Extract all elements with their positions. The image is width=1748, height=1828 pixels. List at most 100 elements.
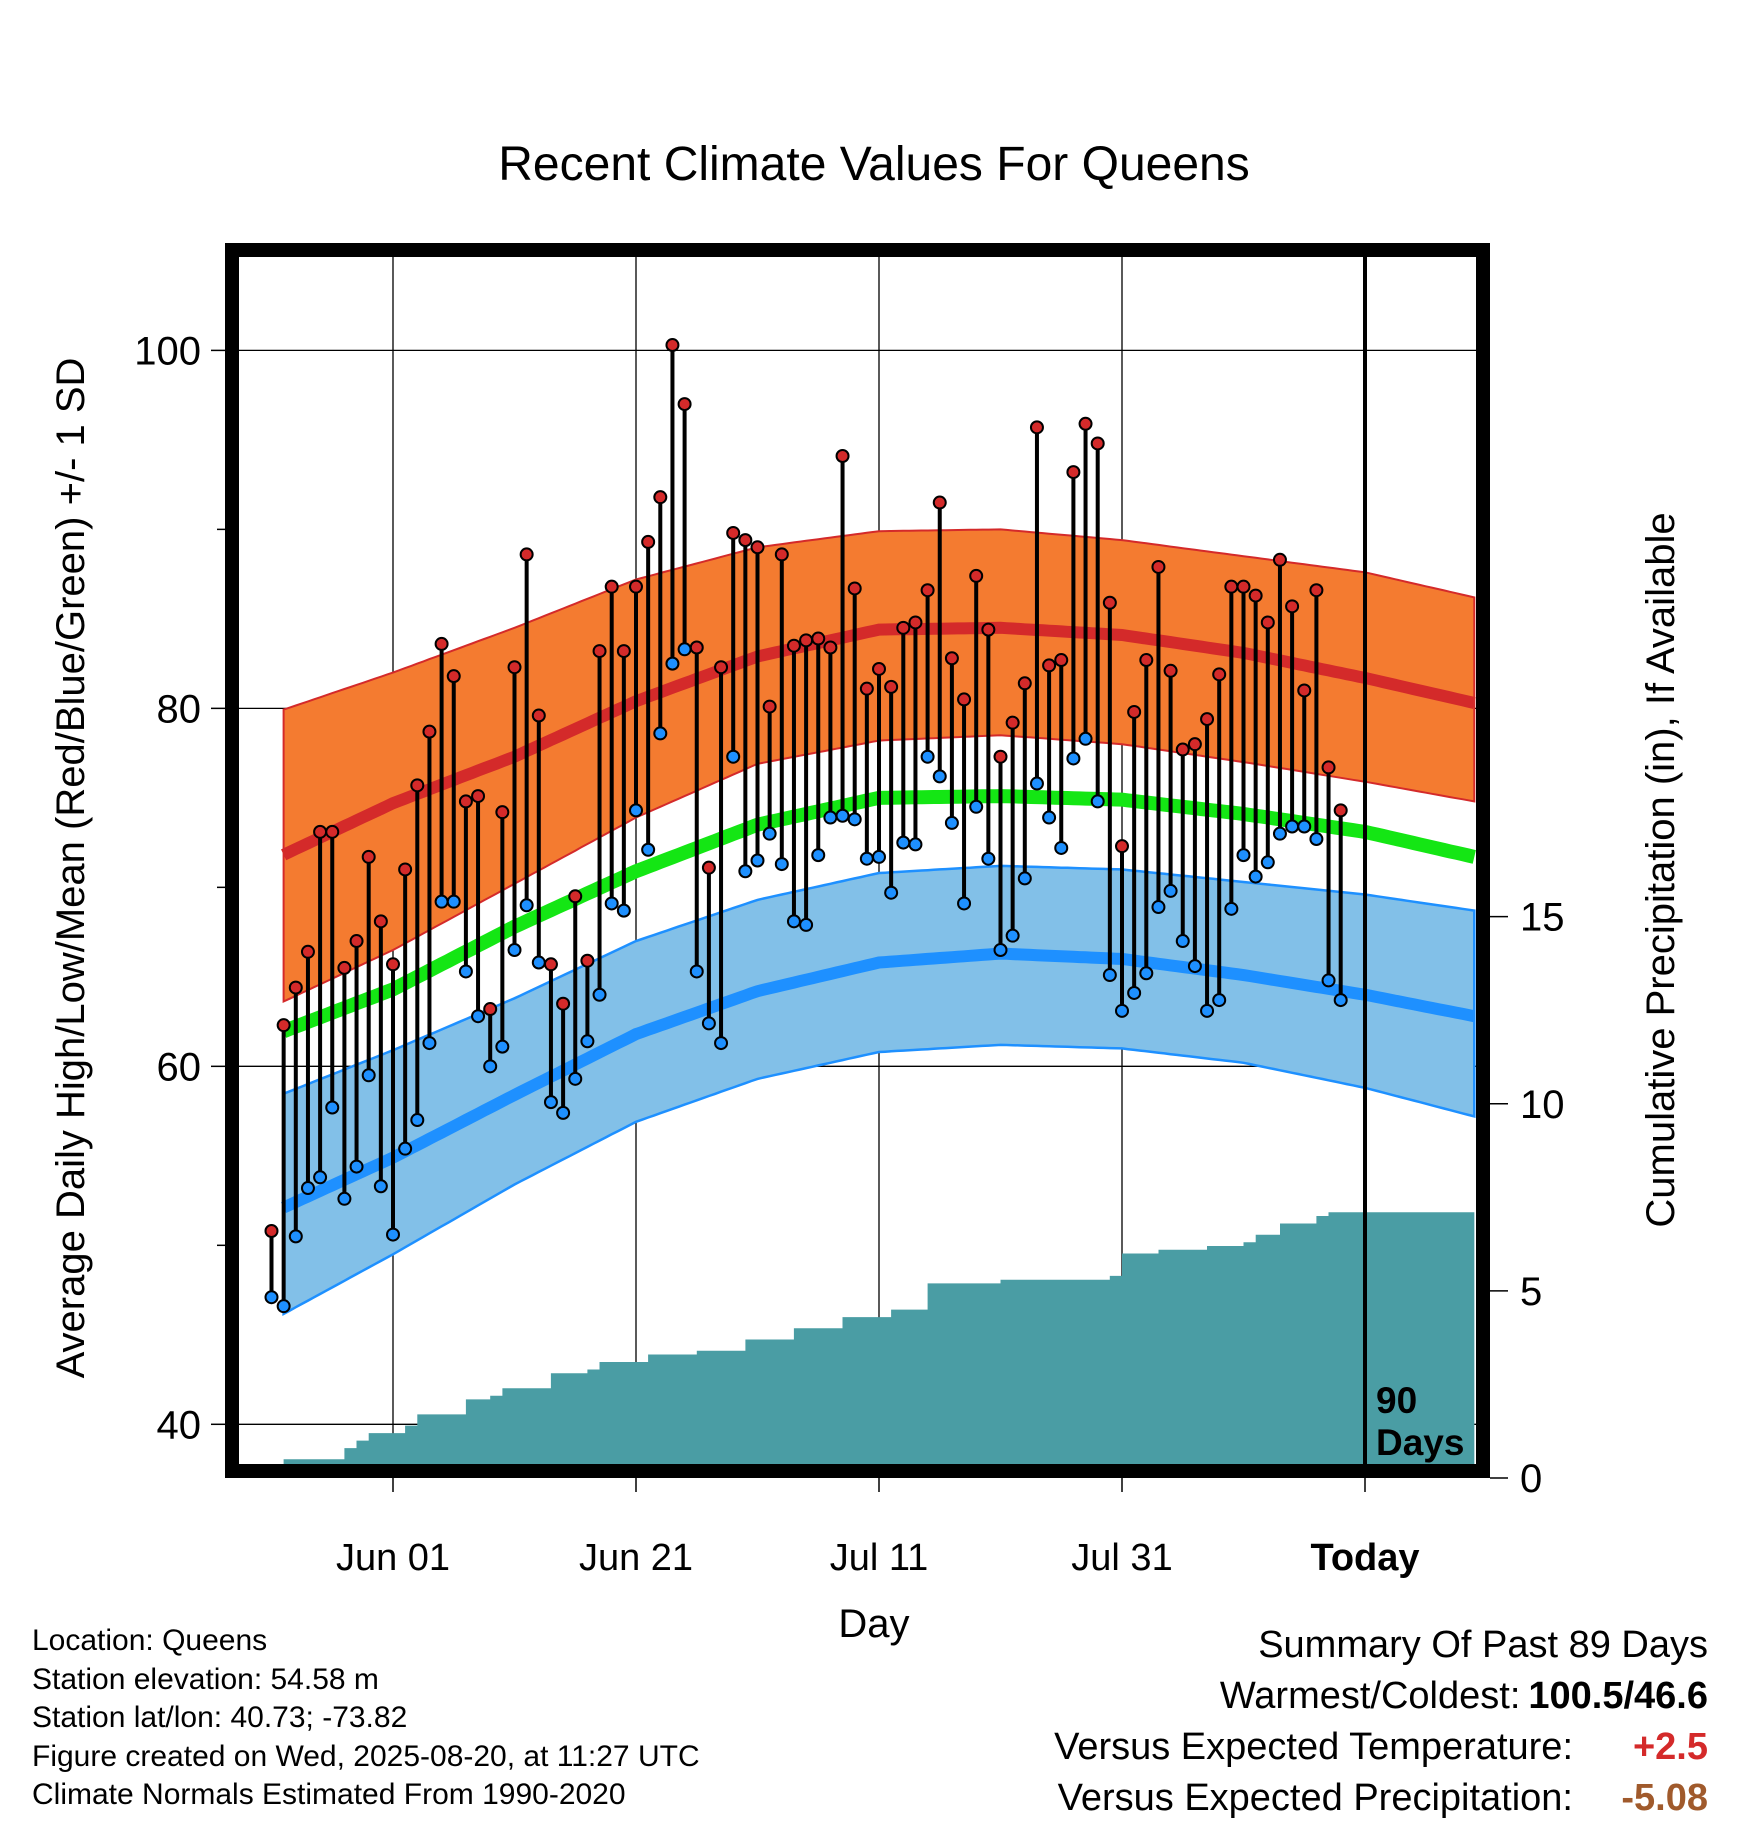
daily-high-point bbox=[1115, 839, 1129, 854]
daily-high-point bbox=[1272, 552, 1287, 567]
daily-low-point bbox=[1139, 966, 1154, 981]
chart-title: Recent Climate Values For Queens bbox=[498, 138, 1249, 191]
daily-high-point bbox=[1139, 653, 1154, 668]
daily-low-point bbox=[653, 726, 668, 741]
x-tick-label: Jul 11 bbox=[830, 1537, 929, 1579]
daily-high-point bbox=[1200, 712, 1215, 727]
daily-high-point bbox=[1127, 704, 1142, 719]
daily-high-point bbox=[446, 669, 461, 684]
daily-high-point bbox=[641, 534, 656, 549]
daily-high-point bbox=[1224, 579, 1239, 594]
precip-anomaly-label: Versus Expected Precipitation: bbox=[1057, 1777, 1573, 1819]
precip-tick-label: 10 bbox=[1520, 1083, 1565, 1127]
daily-low-point bbox=[556, 1105, 571, 1120]
daily-high-point bbox=[604, 579, 619, 594]
daily-high-point bbox=[1078, 416, 1093, 431]
daily-low-point bbox=[531, 955, 546, 970]
summary-heading: Summary Of Past 89 Days bbox=[1258, 1624, 1708, 1666]
daily-low-point bbox=[446, 894, 461, 909]
daily-low-point bbox=[1285, 819, 1300, 834]
daily-high-point bbox=[714, 660, 729, 675]
daily-high-point bbox=[434, 636, 449, 651]
y-tick-label: 40 bbox=[157, 1403, 202, 1447]
daily-high-point bbox=[337, 960, 352, 975]
daily-low-point bbox=[410, 1113, 425, 1128]
daily-high-point bbox=[774, 547, 789, 562]
daily-low-point bbox=[726, 749, 741, 764]
daily-low-point bbox=[629, 803, 643, 818]
daily-high-point bbox=[361, 849, 376, 864]
daily-low-point bbox=[786, 914, 801, 929]
info-normals: Climate Normals Estimated From 1990-2020 bbox=[32, 1778, 626, 1811]
y-axis-label-left: Average Daily High/Low/Mean (Red/Blue/Gr… bbox=[49, 358, 93, 1379]
daily-high-point bbox=[1333, 803, 1348, 818]
daily-low-point bbox=[920, 749, 935, 764]
x-axis-label: Day bbox=[838, 1602, 909, 1646]
daily-high-point bbox=[568, 889, 583, 904]
daily-low-point bbox=[859, 851, 874, 866]
daily-high-point bbox=[1212, 667, 1227, 682]
daily-low-point bbox=[495, 1039, 510, 1054]
daily-low-point bbox=[1163, 883, 1178, 898]
info-elevation: Station elevation: 54.58 m bbox=[32, 1662, 379, 1696]
plot-frame bbox=[225, 243, 1490, 1478]
daily-low-point bbox=[944, 815, 959, 830]
info-created: Figure created on Wed, 2025-08-20, at 11… bbox=[32, 1739, 700, 1773]
daily-low-point bbox=[616, 903, 631, 918]
daily-high-point bbox=[531, 708, 546, 723]
daily-low-point bbox=[1017, 871, 1032, 886]
daily-low-point bbox=[1297, 819, 1312, 834]
daily-low-point bbox=[361, 1068, 376, 1083]
daily-high-point bbox=[762, 699, 777, 714]
summary-temp: Versus Expected Temperature: +2.5 bbox=[1054, 1722, 1708, 1773]
daily-low-point bbox=[932, 769, 947, 784]
high-normal-line bbox=[281, 621, 1476, 861]
daily-low-point bbox=[774, 857, 789, 872]
daily-high-point bbox=[507, 660, 522, 675]
info-latlon: Station lat/lon: 40.73; -73.82 bbox=[32, 1701, 408, 1734]
daily-low-point bbox=[580, 1034, 595, 1049]
daily-low-point bbox=[677, 642, 692, 657]
daily-high-point bbox=[349, 934, 364, 949]
daily-high-point bbox=[859, 681, 874, 696]
daily-low-point bbox=[349, 1159, 364, 1174]
daily-high-point bbox=[884, 679, 899, 694]
daily-low-point bbox=[422, 1036, 437, 1051]
daily-high-point bbox=[1090, 436, 1105, 451]
daily-high-point bbox=[653, 490, 668, 505]
daily-low-point bbox=[896, 835, 911, 850]
daily-high-point bbox=[313, 824, 328, 839]
daily-high-point bbox=[786, 638, 801, 653]
summary-precip: Versus Expected Precipitation: -5.08 bbox=[1054, 1773, 1708, 1824]
daily-high-point bbox=[981, 622, 996, 637]
daily-high-point bbox=[957, 692, 972, 707]
daily-high-point bbox=[811, 631, 826, 646]
precip-tick-label: 5 bbox=[1520, 1270, 1542, 1314]
daily-low-point bbox=[1187, 959, 1202, 974]
daily-low-point bbox=[1151, 900, 1166, 915]
daily-low-point bbox=[799, 917, 814, 932]
precip-area bbox=[283, 1212, 1475, 1478]
daily-high-point bbox=[495, 805, 510, 820]
plot-content bbox=[225, 243, 1490, 1478]
daily-low-point bbox=[1260, 855, 1275, 870]
y-tick-label: 60 bbox=[157, 1045, 202, 1089]
daily-low-point bbox=[1272, 826, 1287, 841]
daily-low-point bbox=[568, 1071, 583, 1086]
daily-low-point bbox=[701, 1016, 716, 1031]
daily-low-point bbox=[872, 849, 886, 864]
daily-low-point bbox=[811, 848, 826, 863]
daily-low-point bbox=[1042, 810, 1057, 825]
daily-low-point bbox=[1321, 973, 1336, 988]
daily-low-point bbox=[1212, 993, 1227, 1008]
daily-high-point bbox=[1248, 588, 1263, 603]
x-tick-label: Jun 21 bbox=[579, 1537, 693, 1579]
daily-low-point bbox=[373, 1179, 388, 1194]
daily-high-point bbox=[1187, 737, 1202, 752]
daily-high-point bbox=[665, 338, 680, 353]
daily-high-point bbox=[920, 583, 935, 598]
daily-high-point bbox=[726, 525, 741, 540]
low-normal-line bbox=[281, 947, 1476, 1214]
daily-high-point bbox=[325, 824, 340, 839]
